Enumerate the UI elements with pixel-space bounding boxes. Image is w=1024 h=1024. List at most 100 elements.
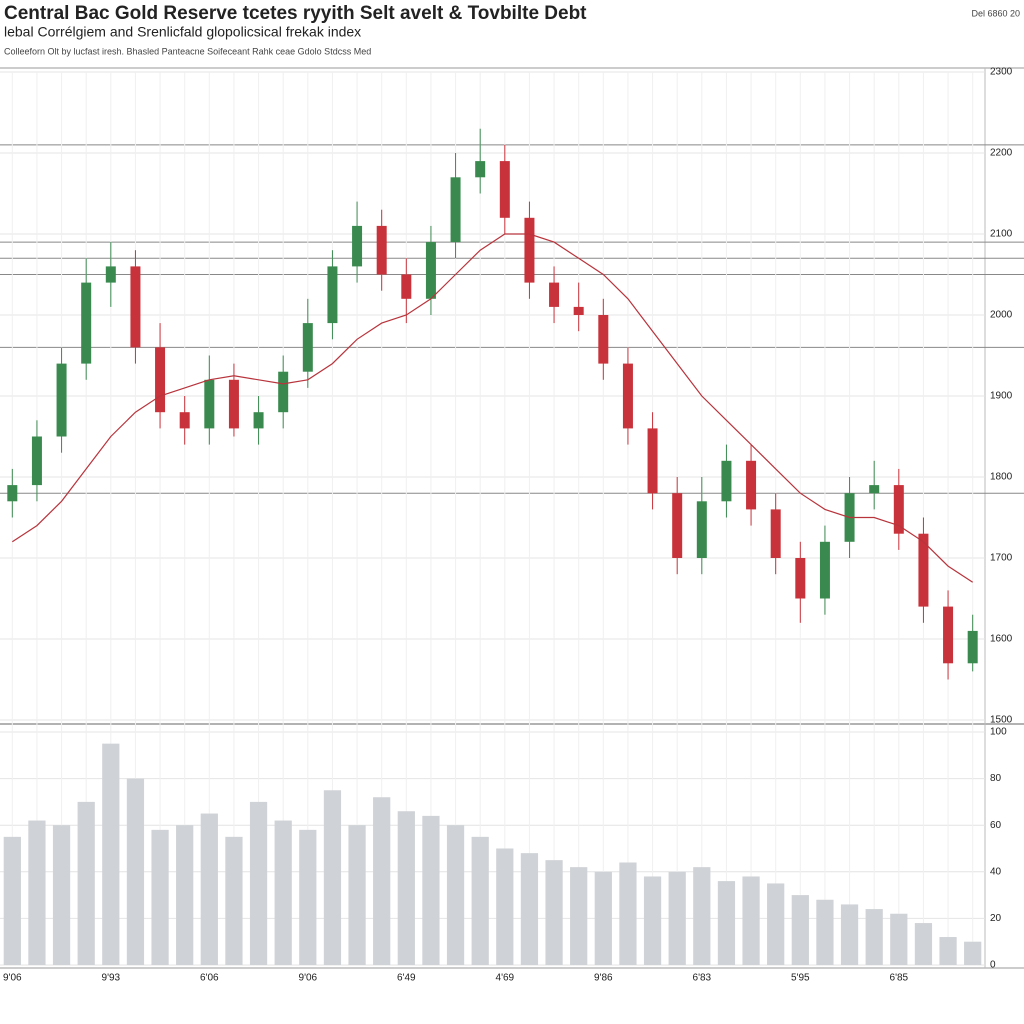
volume-bar	[397, 811, 415, 965]
volume-bar	[3, 836, 21, 965]
volume-bar	[249, 801, 268, 965]
candle-body	[425, 242, 436, 299]
x-tick-label: 4'69	[496, 973, 515, 984]
date-label: Del 6860 20	[971, 8, 1020, 18]
y-tick-label: 1900	[990, 391, 1013, 402]
volume-bar	[816, 899, 834, 965]
moving-average	[11, 233, 974, 583]
y-tick-label: 100	[990, 727, 1007, 738]
volume-bar	[594, 871, 612, 965]
volume-bar	[939, 937, 957, 965]
y-tick-label: 1800	[990, 472, 1013, 483]
volume-bar	[570, 867, 588, 965]
y-tick-label: 20	[990, 913, 1002, 924]
y-tick-label: 60	[990, 820, 1002, 831]
volume-bar	[767, 883, 785, 965]
y-tick-label: 2000	[990, 310, 1013, 321]
x-tick-label: 9'93	[102, 973, 121, 984]
candle-body	[819, 541, 830, 599]
x-tick-label: 6'49	[397, 973, 416, 984]
volume-bar	[176, 825, 194, 965]
y-tick-label: 40	[990, 866, 1002, 877]
candle-body	[943, 606, 954, 664]
candle-body	[967, 630, 978, 664]
candle-body	[647, 428, 658, 494]
candle-body	[56, 363, 67, 437]
candle-body	[179, 412, 190, 429]
chart-note: Colleeforn Olt by lucfast iresh. Bhasled…	[4, 46, 371, 56]
candle-body	[302, 323, 313, 372]
candle-body	[228, 379, 239, 429]
candle-body	[622, 363, 633, 429]
volume-bar	[496, 848, 514, 965]
volume-bar	[225, 836, 243, 965]
volume-bar	[865, 909, 883, 965]
candle-body	[327, 266, 338, 324]
candle-body	[573, 306, 584, 315]
volume-bar	[422, 815, 440, 965]
volume-bar	[373, 797, 391, 965]
y-tick-label: 1600	[990, 634, 1013, 645]
candle-body	[352, 225, 363, 267]
volume-bar	[840, 904, 859, 965]
y-tick-label: 2100	[990, 229, 1013, 240]
x-tick-label: 9'06	[3, 973, 22, 984]
volume-bar	[545, 860, 563, 965]
candle-body	[770, 509, 781, 558]
volume-bar	[126, 778, 145, 965]
volume-bar	[323, 790, 342, 965]
candle-body	[204, 379, 215, 429]
volume-bar	[102, 743, 120, 965]
candle-body	[81, 282, 92, 364]
y-tick-label: 2300	[990, 67, 1013, 78]
volume-bar	[200, 813, 218, 965]
volume-bar	[348, 825, 366, 965]
candle-body	[450, 177, 461, 243]
volume-bar	[693, 867, 711, 965]
candle-body	[918, 533, 929, 607]
candle-body	[746, 460, 757, 510]
x-tick-label: 6'83	[693, 973, 712, 984]
y-tick-label: 1500	[990, 715, 1013, 726]
volume-bar	[520, 853, 539, 965]
volume-bar	[964, 941, 982, 965]
volume-bar	[471, 836, 489, 965]
candle-body	[130, 266, 141, 348]
candle-body	[696, 501, 707, 558]
candle-body	[401, 274, 412, 299]
volume-bar	[77, 801, 95, 965]
y-tick-label: 80	[990, 773, 1002, 784]
volume-bar	[914, 923, 933, 965]
candle-body	[598, 315, 609, 364]
volume-bar	[668, 871, 686, 965]
candle-body	[376, 225, 387, 275]
candle-body	[253, 412, 264, 429]
volume-bar	[643, 876, 662, 965]
y-tick-label: 1700	[990, 553, 1013, 564]
candle-body	[721, 460, 732, 502]
volume-bar	[151, 829, 169, 965]
candle-body	[155, 347, 166, 413]
candle-body	[549, 282, 560, 307]
candle-body	[105, 266, 116, 283]
candle-body	[475, 161, 486, 178]
candle-body	[278, 371, 289, 413]
volume-bar	[274, 820, 292, 965]
candle-body	[7, 485, 18, 502]
volume-bar	[52, 825, 71, 965]
volume-bar	[299, 829, 317, 965]
volume-bar	[619, 862, 637, 965]
volume-bar	[28, 820, 46, 965]
x-tick-label: 6'85	[890, 973, 909, 984]
candle-body	[795, 558, 806, 599]
volume-bar	[446, 825, 465, 965]
candle-body	[869, 485, 880, 494]
candle-body	[31, 436, 42, 486]
y-tick-label: 2200	[990, 148, 1013, 159]
y-tick-label: 0	[990, 960, 996, 971]
x-tick-label: 5'95	[791, 973, 810, 984]
volume-bar	[890, 913, 908, 965]
x-tick-label: 9'86	[594, 973, 613, 984]
candle-body	[499, 161, 510, 218]
